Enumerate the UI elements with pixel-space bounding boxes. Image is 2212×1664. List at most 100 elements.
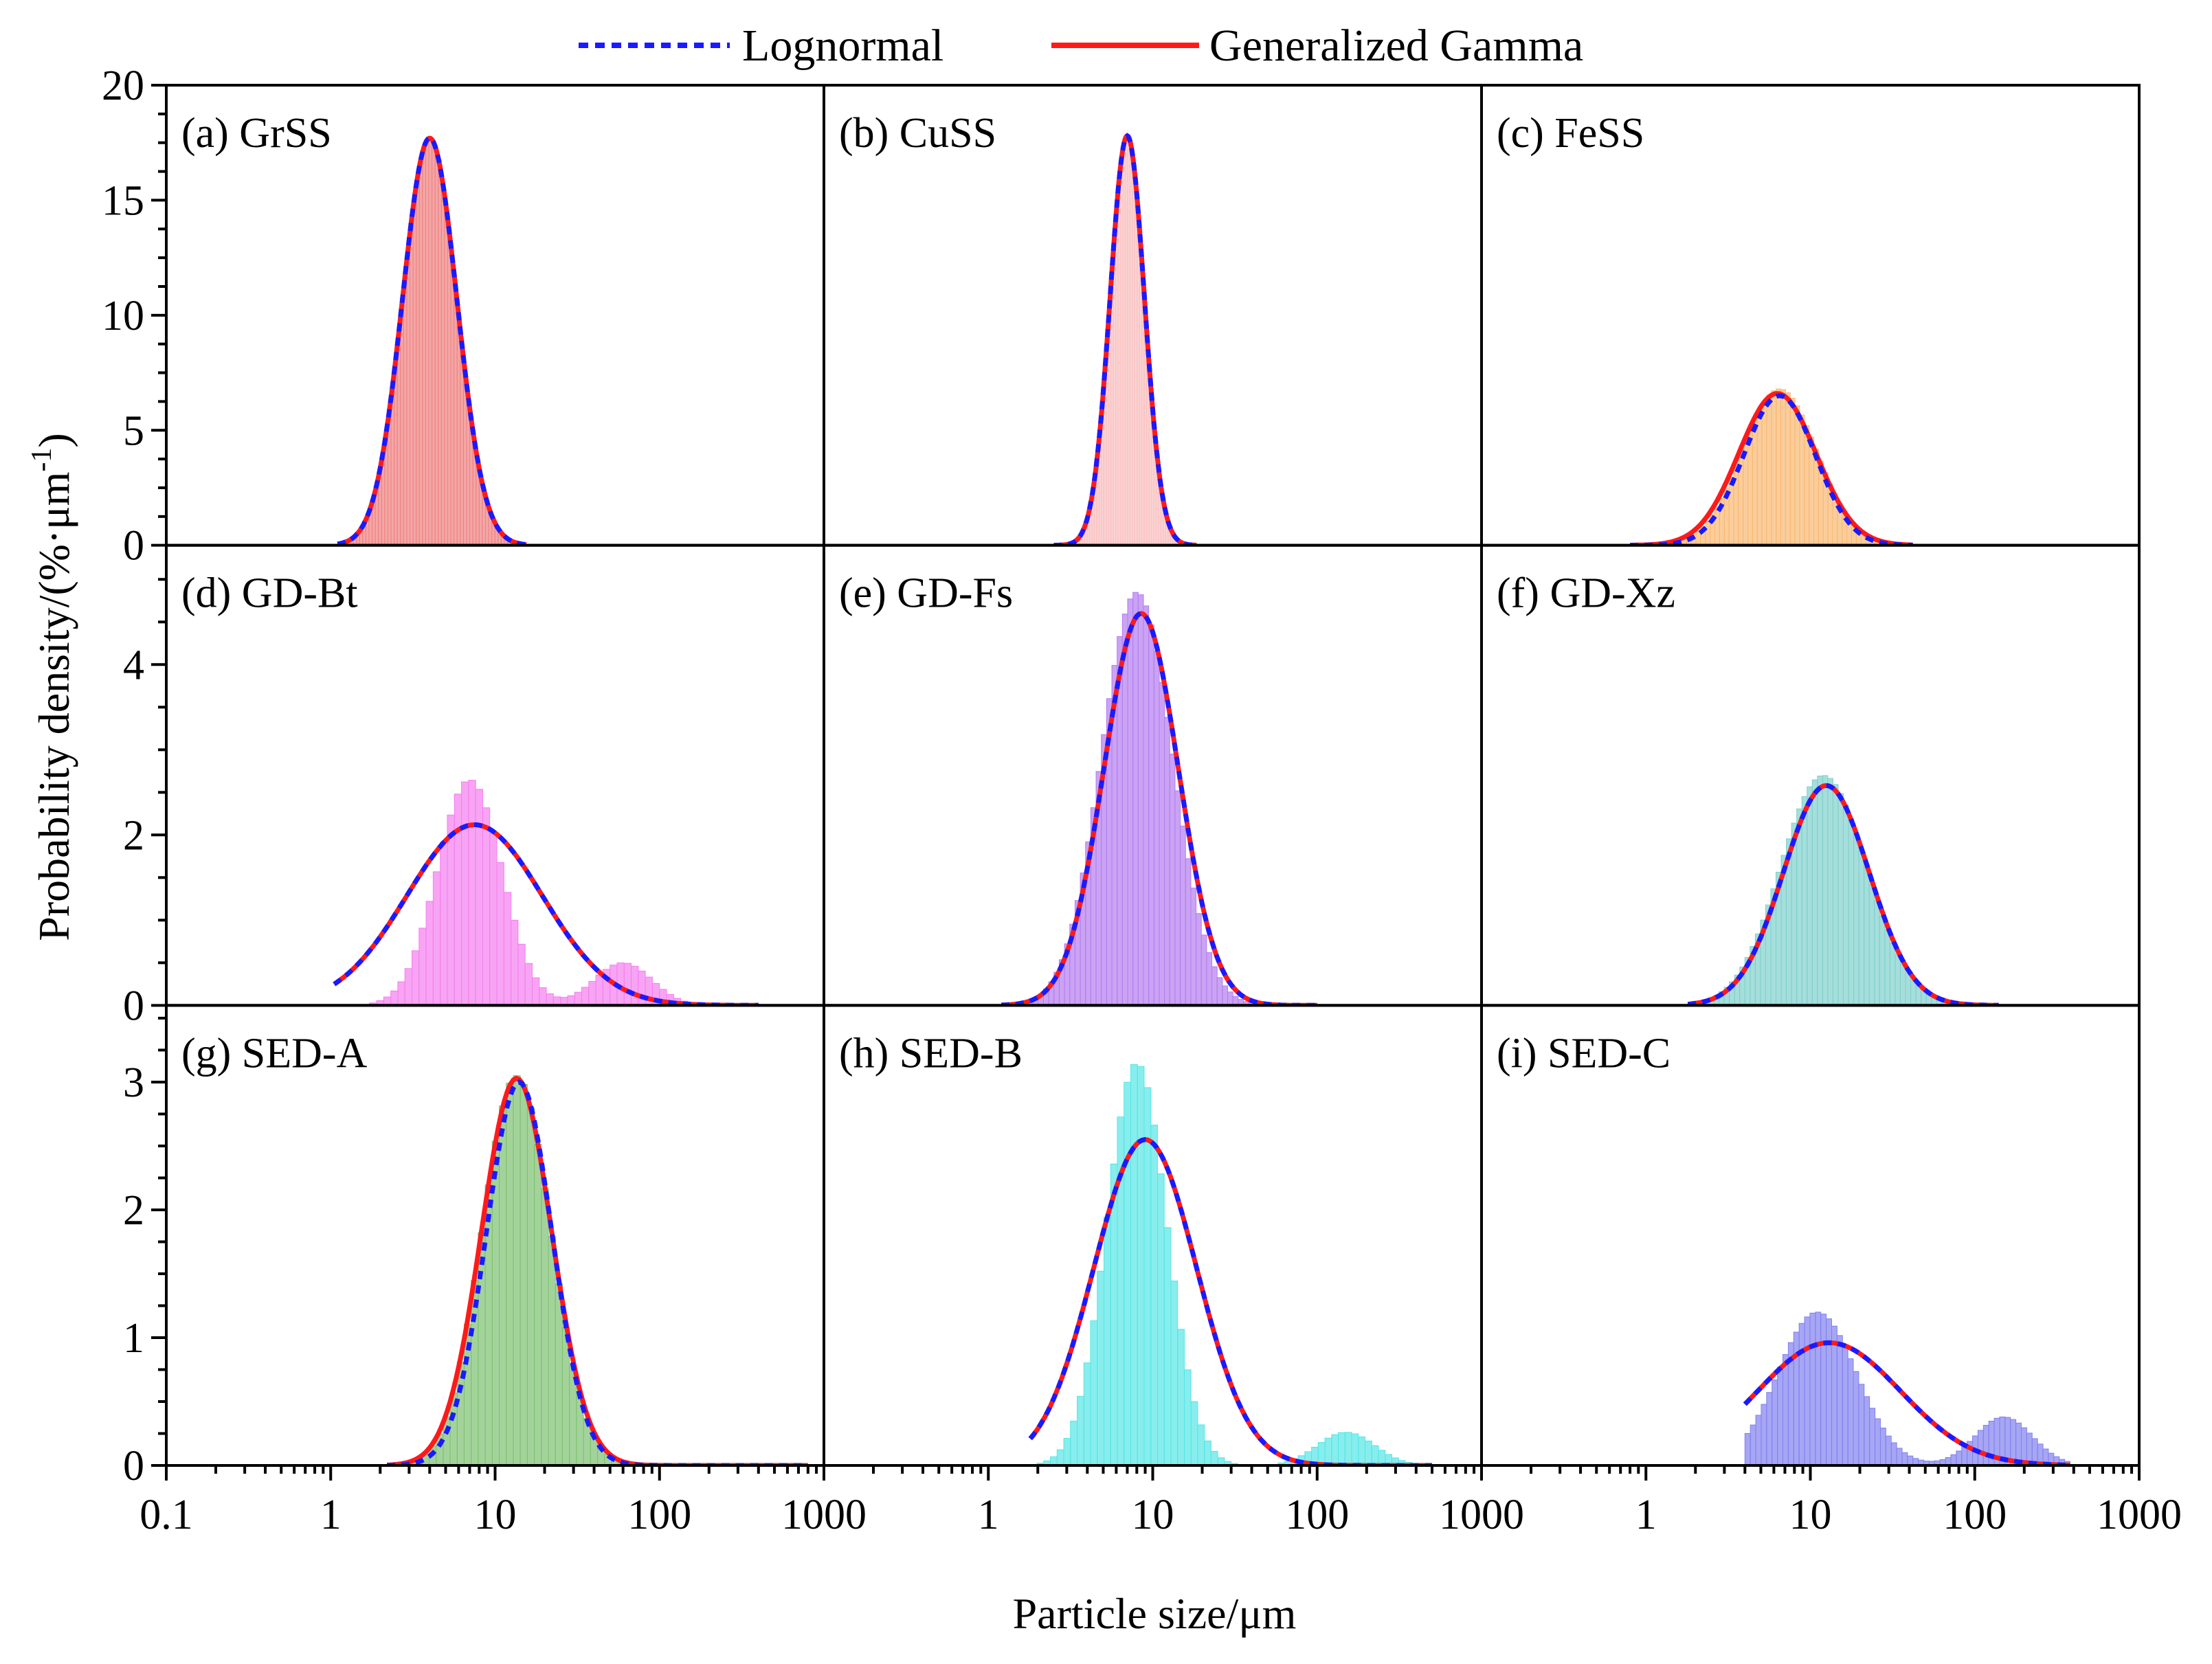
hist-bar	[1132, 161, 1135, 546]
hist-bar	[1782, 1353, 1789, 1466]
hist-bar	[1117, 177, 1121, 546]
legend: Lognormal Generalized Gamma	[579, 21, 1583, 71]
hist-bar	[548, 1236, 556, 1466]
hist-bar	[468, 780, 476, 1006]
hist-bar	[1358, 1436, 1366, 1466]
y-tick-label: 15	[102, 177, 144, 224]
hist-bar	[1331, 1434, 1339, 1466]
hist-bar	[539, 987, 547, 1006]
hist-bar	[1190, 888, 1197, 1006]
y-tick-label: 4	[123, 642, 144, 688]
hist-bar	[1338, 1432, 1345, 1466]
hist-bar	[1115, 204, 1119, 546]
hist-bar	[1899, 964, 1906, 1006]
plot-area	[387, 1075, 808, 1466]
panel-title: (d) GD-Bt	[181, 570, 358, 617]
x-tick-label: 1	[1635, 1492, 1657, 1538]
hist-bar	[1180, 825, 1186, 1006]
hist-bar	[1204, 1440, 1211, 1466]
hist-bar	[595, 974, 603, 1006]
plot-area	[333, 780, 759, 1006]
hist-bar	[1210, 1450, 1218, 1466]
panel-title: (f) GD-Xz	[1497, 570, 1675, 617]
hist-bar	[1956, 1450, 1963, 1466]
hist-bar	[1910, 979, 1917, 1006]
panel-1: (a) GrSS 0 5 10 15 20	[102, 63, 825, 570]
hist-bar	[534, 1143, 542, 1466]
hist-bar	[1895, 954, 1901, 1006]
hist-bar	[1134, 184, 1138, 546]
hist-bar	[461, 781, 469, 1006]
hist-bar	[1950, 1454, 1957, 1466]
hist-bar	[638, 970, 646, 1006]
hist-bar	[1170, 1280, 1178, 1466]
hist-bar	[1756, 409, 1763, 546]
hist-bar	[1799, 414, 1805, 546]
hist-bar	[1804, 1316, 1811, 1466]
hist-bar	[1163, 1227, 1172, 1466]
hist-bar	[1890, 1442, 1897, 1466]
hist-bar	[1177, 1329, 1185, 1466]
hist-bar	[1817, 776, 1823, 1006]
hist-bar	[1728, 477, 1734, 546]
hist-bar	[1148, 625, 1154, 1006]
panel-7: (g) SED-A 0 1 2 3 0.1 1 10 100 1000	[123, 1004, 867, 1538]
hist-bar	[456, 315, 461, 546]
panel-6: (f) GD-Xz	[1480, 543, 2141, 1007]
hist-bar	[631, 965, 639, 1006]
hist-bar	[546, 993, 554, 1006]
hist-bar	[440, 183, 445, 546]
hist-bar	[450, 258, 455, 546]
hist-bar	[1197, 1424, 1205, 1466]
lognormal-curve	[1001, 611, 1317, 1006]
hist-bar	[1831, 1325, 1837, 1466]
plot-area	[1001, 592, 1317, 1006]
hist-bar	[1836, 1335, 1843, 1466]
hist-bar	[1750, 1424, 1756, 1466]
y-tick-label: 2	[123, 1187, 144, 1234]
hist-bar	[1874, 900, 1880, 1006]
hist-bar	[1771, 390, 1777, 546]
hist-bar	[1752, 419, 1758, 546]
hist-bar	[574, 991, 583, 1006]
hist-bar	[396, 330, 401, 546]
hist-bar	[1137, 212, 1140, 546]
hist-bar	[1811, 779, 1818, 1006]
panel-title: (e) GD-Fs	[839, 570, 1013, 617]
hist-bar	[438, 165, 442, 546]
panel-title: (h) SED-B	[839, 1030, 1023, 1077]
y-axis-title: Probability density/(%·μm-1)	[26, 433, 78, 941]
hist-bar	[1982, 1425, 1989, 1466]
hist-bar	[1206, 952, 1213, 1006]
hist-bar	[425, 901, 434, 1006]
hist-bar	[526, 1108, 535, 1466]
hist-bar	[1150, 1125, 1158, 1466]
hist-bar	[1124, 135, 1128, 546]
hist-bar	[1132, 592, 1139, 1006]
panel-title: (i) SED-C	[1497, 1030, 1671, 1077]
y-tick-label: 1	[123, 1315, 144, 1362]
hist-bar	[1785, 392, 1791, 546]
hist-bar	[1070, 1420, 1078, 1466]
hist-bar	[1063, 1438, 1071, 1466]
hist-bar	[447, 231, 451, 546]
x-tick-label: 1000	[781, 1492, 867, 1538]
hist-bar	[496, 862, 504, 1006]
panel-8: (h) SED-B 1 10 100 1000	[823, 1004, 1524, 1538]
hist-bar	[1122, 142, 1126, 546]
hist-bar	[1090, 1320, 1098, 1466]
hist-bar	[454, 794, 462, 1006]
hist-bar	[454, 286, 458, 546]
panel-title: (g) SED-A	[181, 1030, 368, 1077]
gengamma-curve	[1630, 391, 1913, 546]
hist-bar	[447, 814, 455, 1006]
hist-bar	[440, 842, 448, 1006]
hist-bar	[400, 302, 404, 546]
hist-bar	[1807, 786, 1813, 1006]
plot-area	[1687, 775, 1999, 1006]
hist-bar	[1789, 398, 1796, 546]
hist-bar	[1169, 754, 1176, 1006]
hist-bar	[1869, 1408, 1876, 1466]
x-tick-label: 1	[320, 1492, 342, 1538]
